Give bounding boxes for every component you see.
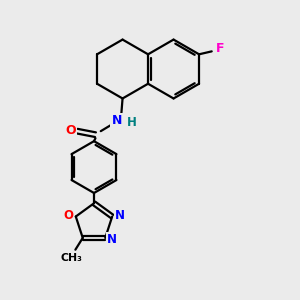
Text: N: N bbox=[112, 114, 122, 127]
Text: F: F bbox=[216, 42, 225, 55]
Text: O: O bbox=[65, 124, 76, 137]
Text: N: N bbox=[115, 208, 124, 221]
Text: H: H bbox=[127, 116, 137, 129]
Text: N: N bbox=[107, 233, 117, 246]
Text: CH₃: CH₃ bbox=[60, 253, 82, 262]
Text: O: O bbox=[63, 208, 74, 221]
